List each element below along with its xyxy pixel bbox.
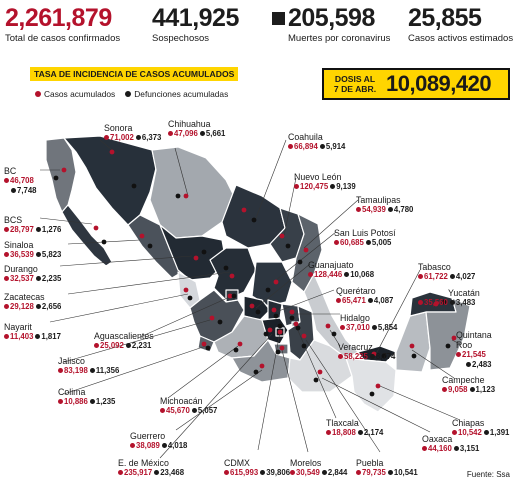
map-chiapas: [345, 357, 397, 413]
source-note: Fuente: Ssa: [466, 470, 510, 479]
state-aguascalientes: Aguascalientes 25,092 2,231: [94, 331, 154, 350]
state-colima: Colima 10,886 1,235: [58, 387, 116, 406]
suspected-stat: 441,925 Sospechosos: [152, 4, 239, 45]
deaths-value: 205,598: [288, 4, 375, 32]
state-durango: Durango 32,537 2,235: [4, 264, 62, 283]
suspected-label: Sospechosos: [152, 33, 210, 44]
deaths-square-icon: [272, 12, 285, 25]
black-dot-icon: [125, 91, 132, 97]
map-markers: [53, 149, 457, 397]
state-tamaulipas: Tamaulipas 54,939 4,780: [356, 195, 414, 214]
state-nayarit: Nayarit 11,403 1,817: [4, 322, 61, 341]
state-tlaxcala: Tlaxcala 18,808 2,174: [326, 418, 384, 437]
state-campeche: Campeche 9,058 1,123: [442, 375, 496, 394]
legend-cases: Casos acumulados: [35, 89, 115, 99]
state-tabasco: Tabasco 61,722 4,027: [418, 262, 476, 281]
state-morelos: Morelos 30,549 2,844: [290, 458, 348, 477]
active-stat: 25,855 Casos activos estimados: [408, 4, 513, 45]
state-sonora: Sonora 71,002 6,373: [104, 123, 162, 142]
state-puebla: Puebla 79,735 10,541: [356, 458, 418, 477]
map-tabasco: [357, 345, 397, 363]
state-quintana-roo: Quintana Roo 21,545 2,483: [456, 330, 492, 369]
state-edomex: E. de México 235,917 23,468: [118, 458, 185, 477]
state-michoacan: Michoacán 45,670 5,057: [160, 396, 218, 415]
state-nuevo-leon: Nuevo León 120,475 9,139: [294, 172, 356, 191]
state-veracruz: Veracruz 58,225 8,774: [338, 342, 396, 361]
state-guerrero: Guerrero 38,089 4,018: [130, 431, 188, 450]
map-title: TASA DE INCIDENCIA DE CASOS ACUMULADOS: [30, 67, 239, 81]
state-slp: San Luis Potosí 60,685 5,005: [334, 228, 396, 247]
state-hidalgo: Hidalgo 37,010 5,854: [340, 313, 398, 332]
doses-value: 10,089,420: [386, 71, 492, 96]
red-dot-icon: [35, 91, 41, 97]
map-bc: [45, 137, 77, 213]
state-jalisco: Jalisco 83,198 11,356: [58, 356, 120, 375]
map-bcs: [61, 204, 113, 267]
state-chiapas: Chiapas 10,542 1,391: [452, 418, 510, 437]
state-yucatan: Yucatán 35,560 3,483: [418, 288, 480, 308]
confirmed-value: 2,261,879: [5, 4, 112, 32]
state-queretaro: Querétaro 65,471 4,087: [336, 286, 394, 305]
confirmed-label: Total de casos confirmados: [5, 33, 121, 44]
deaths-stat: 205,598 Muertes por coronavirus: [272, 4, 390, 45]
state-bcs: BCS 28,797 1,276: [4, 215, 62, 234]
state-zacatecas: Zacatecas 29,128 2,656: [4, 292, 62, 311]
suspected-value: 441,925: [152, 4, 239, 32]
deaths-label: Muertes por coronavirus: [288, 33, 391, 44]
state-sinaloa: Sinaloa 36,539 5,823: [4, 240, 62, 259]
state-chihuahua: Chihuahua 47,096 5,661: [168, 119, 226, 138]
state-bc: BC 46,708 7,748: [4, 166, 37, 195]
confirmed-stat: 2,261,879 Total de casos confirmados: [5, 4, 120, 45]
doses-box: DOSIS AL 7 DE ABR. 10,089,420: [322, 68, 510, 100]
state-oaxaca: Oaxaca 44,160 3,151: [422, 434, 480, 453]
map-campeche: [395, 311, 431, 373]
map-slp: [251, 261, 293, 307]
active-label: Casos activos estimados: [408, 33, 514, 44]
state-guanajuato: Guanajuato 128,446 10,068: [308, 260, 375, 279]
state-cdmx: CDMX 615,993 39,806: [224, 458, 291, 477]
legend-deaths: Defunciones acumuladas: [125, 89, 228, 99]
map-legend: Casos acumulados Defunciones acumuladas: [35, 89, 228, 99]
map-sonora: [63, 135, 157, 226]
active-value: 25,855: [408, 4, 482, 32]
map-quintanaroo: [425, 297, 471, 371]
doses-label: DOSIS AL 7 DE ABR.: [333, 74, 377, 94]
map-chihuahua: [149, 146, 237, 239]
state-coahuila: Coahuila 66,894 5,914: [288, 132, 346, 151]
